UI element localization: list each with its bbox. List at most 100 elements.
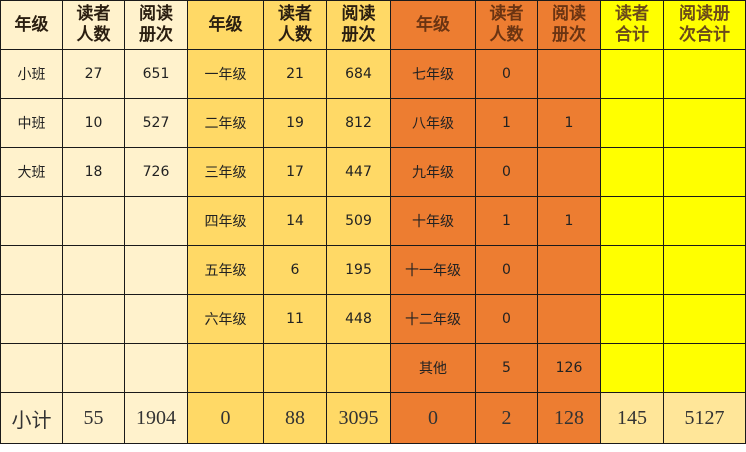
cell-kindergarten-reads[interactable] — [124, 294, 188, 344]
cell-secondary-readers[interactable]: 1 — [475, 196, 538, 246]
cell-primary-readers[interactable]: 21 — [263, 49, 327, 99]
cell-secondary-reads[interactable] — [537, 147, 601, 197]
cell-primary-reads[interactable]: 447 — [326, 147, 391, 197]
cell-primary-readers[interactable]: 88 — [263, 392, 327, 444]
cell-primary-grade[interactable]: 二年级 — [187, 98, 264, 148]
cell-kindergarten-reads[interactable]: 726 — [124, 147, 188, 197]
cell-primary-readers[interactable]: 17 — [263, 147, 327, 197]
cell-kindergarten-readers[interactable] — [62, 196, 125, 246]
cell-totals-reads-total[interactable] — [663, 343, 746, 393]
cell-secondary-reads[interactable]: 1 — [537, 196, 601, 246]
cell-primary-reads[interactable]: 3095 — [326, 392, 391, 444]
cell-kindergarten-grade[interactable] — [0, 343, 63, 393]
table-row: 六年级 11 448 十二年级 0 — [0, 294, 746, 344]
cell-primary-readers[interactable] — [263, 343, 327, 393]
cell-primary-grade[interactable]: 三年级 — [187, 147, 264, 197]
cell-kindergarten-grade[interactable]: 中班 — [0, 98, 63, 148]
cell-primary-grade[interactable]: 0 — [187, 392, 264, 444]
cell-primary-readers[interactable]: 读者 人数 — [263, 0, 327, 50]
cell-primary-reads[interactable]: 509 — [326, 196, 391, 246]
cell-primary-reads[interactable]: 812 — [326, 98, 391, 148]
cell-primary-grade[interactable]: 一年级 — [187, 49, 264, 99]
cell-kindergarten-grade[interactable] — [0, 245, 63, 295]
cell-kindergarten-grade[interactable]: 小计 — [0, 392, 63, 444]
cell-kindergarten-grade[interactable]: 大班 — [0, 147, 63, 197]
cell-primary-readers[interactable]: 11 — [263, 294, 327, 344]
cell-kindergarten-readers[interactable] — [62, 245, 125, 295]
cell-secondary-reads[interactable]: 128 — [537, 392, 601, 444]
cell-kindergarten-readers[interactable]: 55 — [62, 392, 125, 444]
cell-totals-reads-total[interactable]: 5127 — [663, 392, 746, 444]
cell-totals-reads-total[interactable]: 阅读册 次合计 — [663, 0, 746, 50]
cell-totals-reads-total[interactable] — [663, 49, 746, 99]
cell-totals-readers-total[interactable]: 读者 合计 — [600, 0, 664, 50]
cell-kindergarten-reads[interactable] — [124, 343, 188, 393]
cell-kindergarten-reads[interactable]: 651 — [124, 49, 188, 99]
cell-totals-readers-total[interactable] — [600, 196, 664, 246]
cell-kindergarten-reads[interactable] — [124, 196, 188, 246]
cell-kindergarten-grade[interactable]: 小班 — [0, 49, 63, 99]
cell-kindergarten-reads[interactable]: 527 — [124, 98, 188, 148]
cell-secondary-grade[interactable]: 十二年级 — [390, 294, 476, 344]
cell-primary-grade[interactable]: 六年级 — [187, 294, 264, 344]
cell-secondary-reads[interactable] — [537, 49, 601, 99]
cell-kindergarten-grade[interactable] — [0, 294, 63, 344]
cell-primary-reads[interactable]: 684 — [326, 49, 391, 99]
cell-totals-readers-total[interactable]: 145 — [600, 392, 664, 444]
cell-totals-readers-total[interactable] — [600, 245, 664, 295]
cell-totals-reads-total[interactable] — [663, 245, 746, 295]
cell-secondary-reads[interactable] — [537, 245, 601, 295]
cell-totals-readers-total[interactable] — [600, 147, 664, 197]
cell-kindergarten-reads[interactable]: 1904 — [124, 392, 188, 444]
cell-primary-reads[interactable]: 448 — [326, 294, 391, 344]
cell-secondary-readers[interactable]: 1 — [475, 98, 538, 148]
cell-primary-readers[interactable]: 14 — [263, 196, 327, 246]
cell-primary-grade[interactable] — [187, 343, 264, 393]
cell-totals-reads-total[interactable] — [663, 98, 746, 148]
cell-primary-reads[interactable] — [326, 343, 391, 393]
cell-secondary-grade[interactable]: 八年级 — [390, 98, 476, 148]
cell-totals-reads-total[interactable] — [663, 294, 746, 344]
cell-primary-reads[interactable]: 阅读 册次 — [326, 0, 391, 50]
cell-kindergarten-readers[interactable]: 18 — [62, 147, 125, 197]
cell-primary-grade[interactable]: 四年级 — [187, 196, 264, 246]
cell-kindergarten-grade[interactable] — [0, 196, 63, 246]
cell-secondary-grade[interactable]: 年级 — [390, 0, 476, 50]
cell-secondary-grade[interactable]: 七年级 — [390, 49, 476, 99]
cell-secondary-reads[interactable] — [537, 294, 601, 344]
cell-kindergarten-reads[interactable] — [124, 245, 188, 295]
cell-secondary-grade[interactable]: 九年级 — [390, 147, 476, 197]
cell-secondary-readers[interactable]: 0 — [475, 49, 538, 99]
cell-secondary-grade[interactable]: 十年级 — [390, 196, 476, 246]
cell-primary-reads[interactable]: 195 — [326, 245, 391, 295]
cell-primary-grade[interactable]: 年级 — [187, 0, 264, 50]
cell-totals-readers-total[interactable] — [600, 343, 664, 393]
cell-kindergarten-readers[interactable]: 读者 人数 — [62, 0, 125, 50]
cell-primary-readers[interactable]: 19 — [263, 98, 327, 148]
cell-kindergarten-readers[interactable]: 27 — [62, 49, 125, 99]
cell-secondary-readers[interactable]: 2 — [475, 392, 538, 444]
cell-secondary-readers[interactable]: 0 — [475, 294, 538, 344]
cell-secondary-reads[interactable]: 1 — [537, 98, 601, 148]
cell-kindergarten-grade[interactable]: 年级 — [0, 0, 63, 50]
cell-secondary-reads[interactable]: 126 — [537, 343, 601, 393]
cell-secondary-grade[interactable]: 其他 — [390, 343, 476, 393]
cell-secondary-readers[interactable]: 0 — [475, 147, 538, 197]
cell-kindergarten-reads[interactable]: 阅读 册次 — [124, 0, 188, 50]
cell-kindergarten-readers[interactable]: 10 — [62, 98, 125, 148]
cell-secondary-grade[interactable]: 0 — [390, 392, 476, 444]
cell-totals-readers-total[interactable] — [600, 294, 664, 344]
cell-secondary-readers[interactable]: 读者 人数 — [475, 0, 538, 50]
cell-secondary-reads[interactable]: 阅读 册次 — [537, 0, 601, 50]
cell-kindergarten-readers[interactable] — [62, 294, 125, 344]
cell-totals-readers-total[interactable] — [600, 98, 664, 148]
cell-secondary-readers[interactable]: 0 — [475, 245, 538, 295]
cell-totals-readers-total[interactable] — [600, 49, 664, 99]
cell-totals-reads-total[interactable] — [663, 196, 746, 246]
cell-totals-reads-total[interactable] — [663, 147, 746, 197]
cell-secondary-readers[interactable]: 5 — [475, 343, 538, 393]
cell-primary-grade[interactable]: 五年级 — [187, 245, 264, 295]
cell-secondary-grade[interactable]: 十一年级 — [390, 245, 476, 295]
cell-primary-readers[interactable]: 6 — [263, 245, 327, 295]
cell-kindergarten-readers[interactable] — [62, 343, 125, 393]
